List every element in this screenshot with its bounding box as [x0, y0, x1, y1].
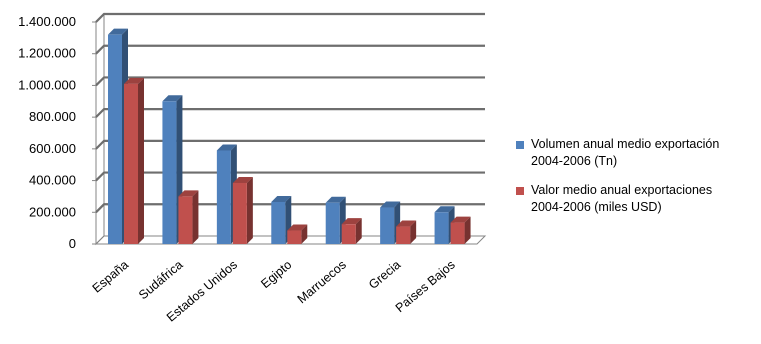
- x-tick-label: Países Bajos: [393, 258, 458, 316]
- y-tick-label: 800.000: [29, 109, 76, 124]
- y-tick-label: 600.000: [29, 141, 76, 156]
- bar-value-6: [450, 216, 471, 244]
- legend-label-value-line1: Valor medio anual exportaciones: [531, 183, 713, 197]
- y-tick-label: 0: [69, 236, 76, 251]
- bar-value-4: [341, 218, 362, 244]
- x-tick-label: Marruecos: [295, 258, 349, 307]
- y-axis: 0 200.000 400.000 600.000 800.000 1.000.000 1.…: [18, 14, 96, 251]
- legend: Volumen anual medio exportación 2004-200…: [516, 136, 761, 228]
- x-tick-label: Grecia: [366, 258, 403, 292]
- y-tick-label: 1.200.000: [18, 46, 76, 61]
- x-tick-label: Sudáfrica: [136, 258, 185, 303]
- legend-label-value-line2: 2004-2006 (miles USD): [531, 200, 662, 214]
- x-tick-label: España: [90, 258, 132, 296]
- x-tick-label: Egipto: [258, 258, 294, 292]
- bar-value-3: [287, 224, 308, 244]
- bars: [108, 28, 471, 245]
- legend-item-volume: Volumen anual medio exportación 2004-200…: [516, 136, 761, 170]
- bar-value-2: [232, 176, 253, 244]
- legend-item-value: Valor medio anual exportaciones 2004-200…: [516, 182, 761, 216]
- bar-value-0: [124, 77, 144, 244]
- gridline: [95, 12, 485, 23]
- legend-label-volume-line1: Volumen anual medio exportación: [531, 137, 720, 151]
- y-tick-label: 1.000.000: [18, 77, 76, 92]
- y-tick-label: 200.000: [29, 204, 76, 219]
- gridline: [95, 171, 485, 182]
- gridlines: [95, 12, 485, 245]
- gridline: [95, 76, 485, 87]
- y-tick-label: 1.400.000: [18, 14, 76, 29]
- legend-swatch-value: [516, 187, 524, 195]
- gridline: [95, 108, 485, 118]
- legend-label-volume-line2: 2004-2006 (Tn): [531, 154, 618, 168]
- bar-value-1: [178, 190, 199, 244]
- legend-swatch-volume: [516, 141, 524, 149]
- bar-value-5: [396, 220, 417, 244]
- gridline: [95, 203, 485, 214]
- gridline: [95, 139, 485, 150]
- gridline: [95, 44, 485, 55]
- y-tick-label: 400.000: [29, 173, 76, 188]
